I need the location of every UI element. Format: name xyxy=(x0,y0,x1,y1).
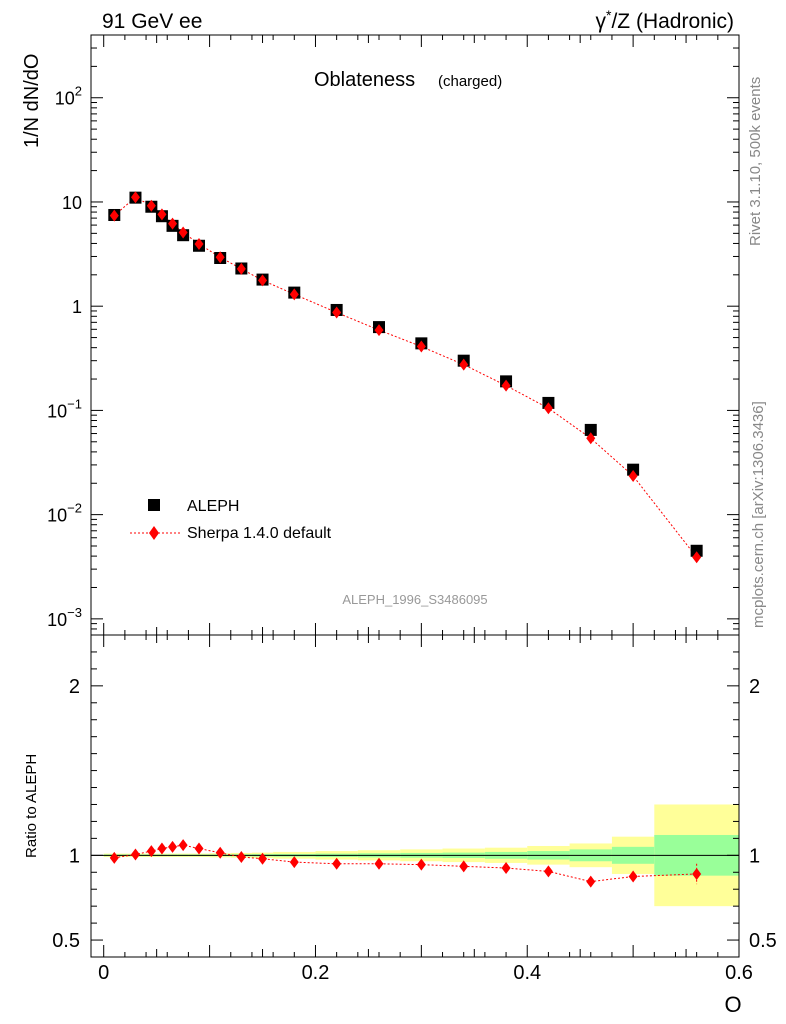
sherpa-line xyxy=(113,196,698,558)
sherpa-data-point xyxy=(215,251,225,264)
sherpa-ratio-point xyxy=(215,846,225,859)
ratio-xtick-label: 0.2 xyxy=(302,962,330,984)
sherpa-data-point xyxy=(543,402,553,415)
legend-sherpa-label: Sherpa 1.4.0 default xyxy=(187,525,332,542)
main-markers xyxy=(108,191,703,564)
sherpa-data-point xyxy=(289,288,299,301)
sherpa-data-point xyxy=(157,208,167,221)
sherpa-data-point xyxy=(258,274,268,287)
sherpa-ratio-point xyxy=(586,875,596,888)
sherpa-data-point xyxy=(459,358,469,371)
ratio-ytick-label: 2 xyxy=(69,676,80,698)
ratio-ytick-label: 1 xyxy=(69,845,80,867)
sherpa-data-point xyxy=(146,199,156,212)
sherpa-ratio-point xyxy=(501,862,511,875)
sherpa-ratio-point xyxy=(236,851,246,864)
ratio-xlabel: O xyxy=(724,992,741,1017)
sherpa-data-point xyxy=(109,209,119,222)
main-ytick-label: 102 xyxy=(55,84,82,109)
sherpa-ratio-point xyxy=(146,845,156,858)
sherpa-data-point xyxy=(332,306,342,319)
ratio-markers xyxy=(109,839,702,888)
ratio-frame xyxy=(90,634,740,958)
process-energy-label: 91 GeV ee xyxy=(102,10,202,33)
sherpa-ratio-point xyxy=(332,857,342,870)
ratio-sherpa-line xyxy=(114,844,697,883)
sherpa-data-point xyxy=(501,379,511,392)
star-superscript: * xyxy=(606,7,612,23)
sherpa-ratio-point xyxy=(374,857,384,870)
process-suffix: /Z (Hadronic) xyxy=(611,10,734,33)
sherpa-data-point xyxy=(168,217,178,230)
legend-sherpa-marker xyxy=(149,526,159,540)
main-ylabel: 1/N dN/dO xyxy=(21,54,43,148)
gamma-symbol: γ xyxy=(596,10,607,33)
ratio-panel: 0.5 0.5 1 1 2 2 0 0.2 0.4 0.6 Ratio to ALEPH O xyxy=(23,634,777,1017)
aleph-data-point xyxy=(627,463,640,476)
main-ytick-label: 10−1 xyxy=(47,396,82,421)
ratio-ticks: 0.5 0.5 1 1 2 2 0 0.2 0.4 0.6 xyxy=(52,634,777,984)
sherpa-data-point xyxy=(130,191,140,204)
sherpa-ratio-point xyxy=(194,842,204,855)
sherpa-ratio-point xyxy=(416,858,426,871)
main-ytick-label: 10−3 xyxy=(47,605,82,630)
main-ytick-label: 1 xyxy=(72,297,82,317)
ratio-ytick-label-right: 0.5 xyxy=(749,930,777,952)
sherpa-ratio-line xyxy=(114,844,697,883)
sherpa-ratio-point xyxy=(109,851,119,864)
sherpa-ratio-point xyxy=(289,856,299,869)
ratio-ytick-label: 0.5 xyxy=(52,930,80,952)
main-ticks: 102 10 1 10−1 10−2 10−3 xyxy=(47,34,740,636)
sherpa-ratio-point xyxy=(130,848,140,861)
sherpa-ratio-point xyxy=(628,870,638,883)
aleph-data-point xyxy=(690,544,703,557)
sherpa-ratio-point xyxy=(258,852,268,865)
sherpa-data-point xyxy=(374,324,384,337)
ratio-ytick-label-right: 1 xyxy=(749,845,760,867)
sherpa-ratio-point xyxy=(157,842,167,855)
sherpa-data-point xyxy=(178,226,188,239)
chart-title: Oblateness xyxy=(314,69,415,91)
sherpa-ratio-point xyxy=(459,860,469,873)
sherpa-data-point xyxy=(236,262,246,275)
main-ytick-label: 10 xyxy=(62,193,82,213)
aleph-data-point xyxy=(584,423,597,436)
main-frame xyxy=(90,34,740,636)
rivet-version-label: Rivet 3.1.10, 500k events xyxy=(747,77,764,246)
sherpa-ratio-point xyxy=(543,865,553,878)
ratio-xtick-label: 0 xyxy=(98,962,109,984)
sherpa-ratio-point xyxy=(168,840,178,853)
legend-aleph-marker xyxy=(148,499,160,511)
ratio-ylabel: Ratio to ALEPH xyxy=(23,754,40,858)
sherpa-ratio-point xyxy=(178,839,188,852)
legend-aleph-label: ALEPH xyxy=(187,498,239,515)
main-ytick-label: 10−2 xyxy=(47,501,82,526)
sherpa-data-point xyxy=(692,551,702,564)
sherpa-main-line xyxy=(113,196,698,558)
sherpa-ratio-point xyxy=(692,867,702,880)
ratio-ytick-label-right: 2 xyxy=(749,676,760,698)
analysis-id-label: ALEPH_1996_S3486095 xyxy=(342,592,487,607)
ratio-xtick-label: 0.4 xyxy=(513,962,541,984)
chart-subtitle: (charged) xyxy=(438,73,502,90)
sherpa-data-point xyxy=(628,469,638,482)
ratio-xtick-label: 0.6 xyxy=(725,962,753,984)
legend: ALEPH Sherpa 1.4.0 default xyxy=(130,498,332,542)
process-type-label: γ*/Z (Hadronic) xyxy=(596,7,734,33)
sherpa-data-point xyxy=(416,340,426,353)
sherpa-data-point xyxy=(586,432,596,445)
sherpa-data-point xyxy=(194,238,204,251)
mcplots-source-label: mcplots.cern.ch [arXiv:1306.3436] xyxy=(750,401,767,628)
